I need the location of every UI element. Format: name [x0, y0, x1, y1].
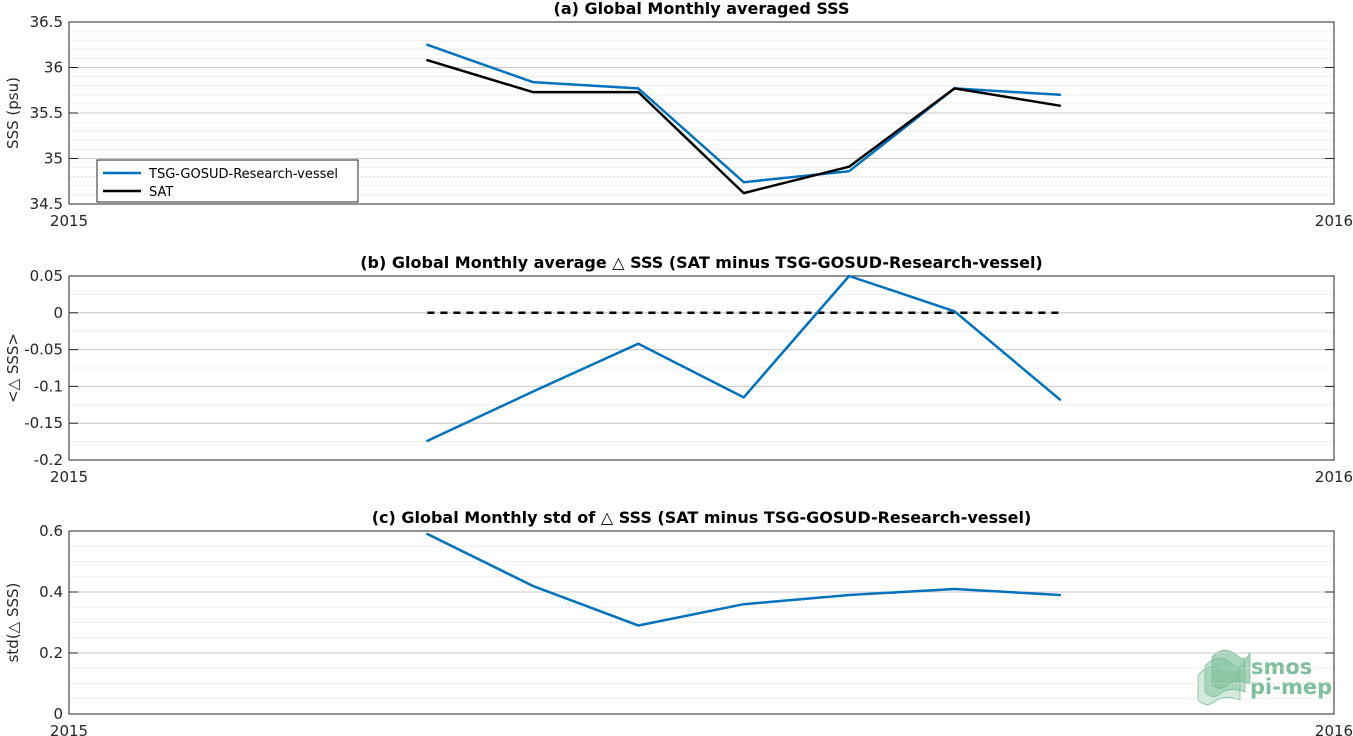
y-tick-label: 36	[44, 59, 63, 77]
y-tick-label: 35	[44, 150, 63, 168]
legend-box	[96, 159, 359, 203]
y-tick-label: -0.1	[34, 377, 63, 395]
y-axis-label: std(△ SSS)	[4, 583, 22, 663]
y-tick-label: -0.15	[24, 414, 63, 432]
series-line-1	[426, 58, 1062, 195]
logo-wave-shape	[1211, 649, 1251, 689]
y-tick-label: 0.2	[39, 644, 63, 662]
y-axis-label: SSS (psu)	[4, 77, 22, 149]
y-tick-label: 0	[53, 705, 63, 723]
chart-title: (c) Global Monthly std of △ SSS (SAT min…	[372, 508, 1032, 527]
legend: TSG-GOSUD-Research-vessel SAT	[96, 159, 359, 203]
logo-text-smos: smos	[1251, 655, 1312, 679]
panel-a: 34.5 35 35.5 36 36.5 2015 2016 (a) Global Month…	[4, 0, 1353, 230]
axes-frame	[68, 275, 1335, 461]
y-tick-label: 35.5	[30, 104, 63, 122]
x-tick-label: 2015	[50, 212, 88, 230]
y-tick-label: 0.6	[39, 522, 63, 540]
x-tick-label: 2016	[1315, 212, 1353, 230]
y-tick-label: -0.05	[24, 341, 63, 359]
series-line-1	[426, 274, 1062, 443]
chart-title: (b) Global Monthly average △ SSS (SAT mi…	[360, 253, 1043, 272]
y-tick-label: 34.5	[30, 195, 63, 213]
panel-c: 0 0.2 0.4 0.6 2015 2016 (c) Global Monthly std…	[4, 508, 1353, 736]
y-tick-label: -0.2	[34, 451, 63, 469]
x-tick-label: 2016	[1315, 468, 1353, 486]
panel-b: -0.2 -0.15 -0.1 -0.05 0 0.05 2015 2016 (b) Globa…	[4, 253, 1353, 486]
legend-entry: TSG-GOSUD-Research-vessel	[148, 167, 338, 182]
y-tick-label: 0.4	[39, 583, 63, 601]
y-tick-label: 0	[53, 304, 63, 322]
x-tick-label: 2015	[50, 468, 88, 486]
axes-frame	[68, 21, 1335, 205]
y-axis-label: <△ SSS>	[4, 333, 22, 403]
x-tick-label: 2015	[50, 722, 88, 736]
legend-entry: SAT	[149, 185, 173, 200]
chart-title: (a) Global Monthly averaged SSS	[554, 0, 850, 18]
x-tick-label: 2016	[1315, 722, 1353, 736]
y-tick-label: 36.5	[30, 13, 63, 31]
logo-text-pimep: pi-mep	[1250, 675, 1332, 699]
y-tick-label: 0.05	[30, 267, 63, 285]
axes-frame	[68, 530, 1335, 715]
series-line-0	[426, 532, 1062, 627]
